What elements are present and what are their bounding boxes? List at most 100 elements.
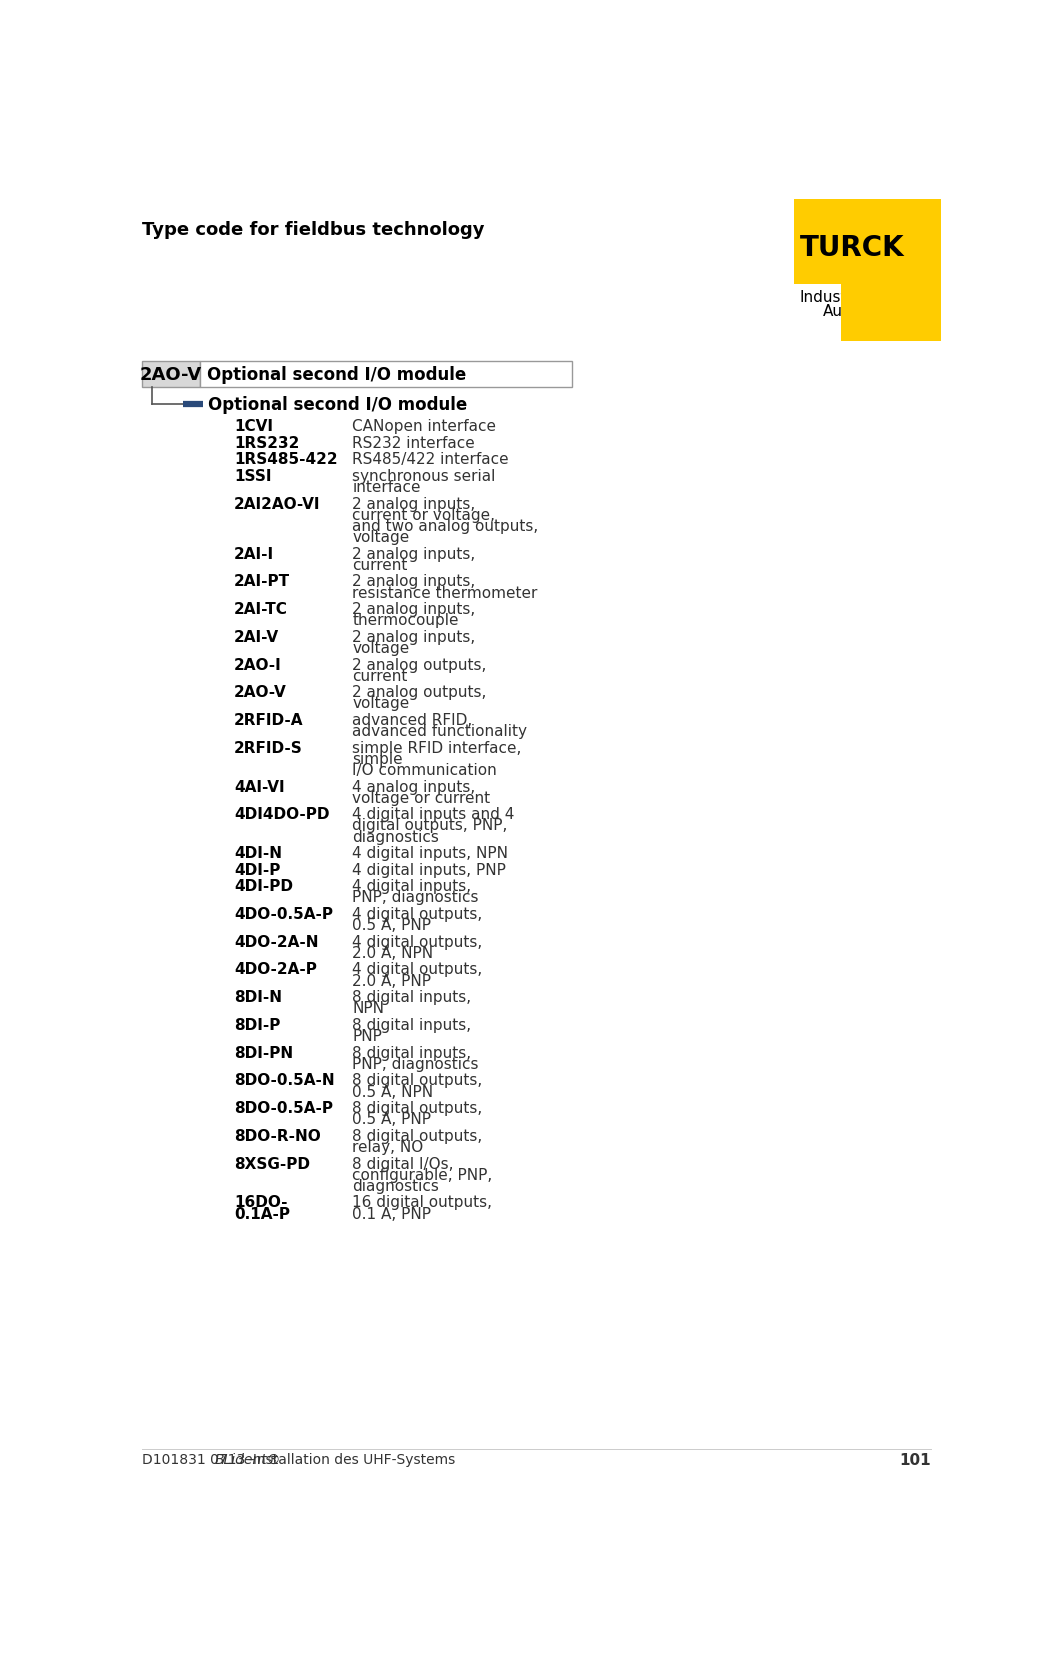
Text: 2AI-PT: 2AI-PT: [234, 574, 290, 589]
Text: 8DI-P: 8DI-P: [234, 1017, 280, 1032]
Text: 8DO-R-NO: 8DO-R-NO: [234, 1128, 320, 1143]
Text: simple: simple: [353, 752, 403, 767]
Text: simple RFID interface,: simple RFID interface,: [353, 740, 522, 755]
Bar: [794, 200, 941, 285]
Text: 0.5 A, NPN: 0.5 A, NPN: [353, 1083, 433, 1098]
Text: 2.0 A, PNP: 2.0 A, PNP: [353, 973, 431, 988]
Text: 4DO-2A-N: 4DO-2A-N: [234, 934, 318, 948]
Text: resistance thermometer: resistance thermometer: [353, 586, 538, 601]
Text: RS232 interface: RS232 interface: [353, 436, 475, 451]
Text: 8DO-0.5A-P: 8DO-0.5A-P: [234, 1100, 333, 1115]
Text: 8 digital inputs,: 8 digital inputs,: [353, 990, 472, 1005]
Text: 8 digital outputs,: 8 digital outputs,: [353, 1073, 482, 1088]
Text: voltage: voltage: [353, 641, 410, 656]
Text: 2 analog inputs,: 2 analog inputs,: [353, 546, 476, 561]
Text: BLident®: BLident®: [214, 1453, 280, 1466]
Text: 2AI-TC: 2AI-TC: [234, 602, 288, 617]
Text: 8DO-0.5A-N: 8DO-0.5A-N: [234, 1073, 335, 1088]
Text: 8 digital outputs,: 8 digital outputs,: [353, 1100, 482, 1115]
Text: thermocouple: thermocouple: [353, 612, 459, 627]
Text: 8 digital I/Os,: 8 digital I/Os,: [353, 1156, 454, 1171]
Text: 2 analog outputs,: 2 analog outputs,: [353, 657, 486, 672]
Text: 0.5 A, PNP: 0.5 A, PNP: [353, 1112, 431, 1127]
Text: 1SSI: 1SSI: [234, 469, 271, 484]
Text: Automation: Automation: [823, 303, 912, 318]
Text: diagnostics: diagnostics: [353, 829, 439, 844]
Text: 2 analog inputs,: 2 analog inputs,: [353, 496, 476, 511]
Text: 4AI-VI: 4AI-VI: [234, 779, 285, 794]
Text: 2 analog inputs,: 2 analog inputs,: [353, 574, 476, 589]
Text: 2AI-V: 2AI-V: [234, 629, 279, 644]
Text: configurable, PNP,: configurable, PNP,: [353, 1166, 493, 1181]
Text: 2 analog outputs,: 2 analog outputs,: [353, 686, 486, 701]
Text: 8XSG-PD: 8XSG-PD: [234, 1156, 310, 1171]
Text: 8 digital outputs,: 8 digital outputs,: [353, 1128, 482, 1143]
Text: I/O communication: I/O communication: [353, 762, 497, 777]
Text: 4DI4DO-PD: 4DI4DO-PD: [234, 807, 329, 822]
Text: RS485/422 interface: RS485/422 interface: [353, 453, 509, 468]
Text: relay, NO: relay, NO: [353, 1140, 424, 1155]
Text: PNP, diagnostics: PNP, diagnostics: [353, 890, 479, 905]
Text: 16 digital outputs,: 16 digital outputs,: [353, 1195, 493, 1210]
Text: D101831 0713 -: D101831 0713 -: [141, 1453, 263, 1466]
Text: 4 digital inputs and 4: 4 digital inputs and 4: [353, 807, 515, 822]
Text: CANopen interface: CANopen interface: [353, 419, 497, 434]
Text: digital outputs, PNP,: digital outputs, PNP,: [353, 819, 507, 834]
Text: NPN: NPN: [353, 1000, 384, 1015]
Text: advanced functionality: advanced functionality: [353, 724, 527, 739]
Text: 8DI-N: 8DI-N: [234, 990, 281, 1005]
Text: voltage: voltage: [353, 529, 410, 544]
Text: PNP, diagnostics: PNP, diagnostics: [353, 1057, 479, 1072]
Text: 1RS232: 1RS232: [234, 436, 299, 451]
Text: 2.0 A, NPN: 2.0 A, NPN: [353, 945, 433, 960]
Text: 2RFID-A: 2RFID-A: [234, 712, 303, 727]
Text: 4 digital outputs,: 4 digital outputs,: [353, 962, 482, 977]
Text: 4DI-PD: 4DI-PD: [234, 879, 293, 894]
Text: Optional second I/O module: Optional second I/O module: [207, 366, 465, 384]
Text: 4 digital outputs,: 4 digital outputs,: [353, 934, 482, 948]
Text: Type code for fieldbus technology: Type code for fieldbus technology: [141, 220, 484, 238]
Text: synchronous serial: synchronous serial: [353, 469, 496, 484]
Text: current or voltage,: current or voltage,: [353, 508, 496, 522]
Text: TURCK: TURCK: [799, 235, 904, 263]
Text: 2 analog inputs,: 2 analog inputs,: [353, 629, 476, 644]
Text: Optional second I/O module: Optional second I/O module: [208, 396, 468, 414]
Text: 4DO-2A-P: 4DO-2A-P: [234, 962, 317, 977]
Text: 2AI-I: 2AI-I: [234, 546, 274, 561]
Text: and two analog outputs,: and two analog outputs,: [353, 519, 539, 534]
Text: 2RFID-S: 2RFID-S: [234, 740, 302, 755]
Text: 2AO-V: 2AO-V: [234, 686, 287, 701]
Text: 4 digital inputs, PNP: 4 digital inputs, PNP: [353, 862, 506, 877]
Text: 8 digital inputs,: 8 digital inputs,: [353, 1017, 472, 1032]
Bar: [141, 361, 200, 388]
Text: 1CVI: 1CVI: [234, 419, 273, 434]
Bar: [200, 361, 572, 388]
Text: advanced RFID,: advanced RFID,: [353, 712, 473, 727]
Bar: [841, 285, 941, 343]
Text: 101: 101: [899, 1453, 931, 1468]
Text: 1RS485-422: 1RS485-422: [234, 453, 338, 468]
Text: 2 analog inputs,: 2 analog inputs,: [353, 602, 476, 617]
Text: 2AO-V: 2AO-V: [139, 366, 201, 384]
Text: 8DI-PN: 8DI-PN: [234, 1045, 293, 1060]
Text: current: current: [353, 557, 408, 572]
Text: 0.1A-P: 0.1A-P: [234, 1206, 290, 1221]
Text: Industrial: Industrial: [799, 290, 871, 305]
Text: diagnostics: diagnostics: [353, 1178, 439, 1193]
Text: interface: interface: [353, 479, 420, 494]
Text: 2AI2AO-VI: 2AI2AO-VI: [234, 496, 320, 511]
Text: 4DI-N: 4DI-N: [234, 845, 281, 860]
Text: 0.1 A, PNP: 0.1 A, PNP: [353, 1206, 431, 1221]
Text: 2AO-I: 2AO-I: [234, 657, 281, 672]
Text: 4 digital inputs,: 4 digital inputs,: [353, 879, 472, 894]
Text: -Installation des UHF-Systems: -Installation des UHF-Systems: [248, 1453, 455, 1466]
Text: current: current: [353, 669, 408, 684]
Text: 8 digital inputs,: 8 digital inputs,: [353, 1045, 472, 1060]
Text: 4DO-0.5A-P: 4DO-0.5A-P: [234, 907, 333, 922]
Text: voltage or current: voltage or current: [353, 790, 491, 805]
Text: 4 analog inputs,: 4 analog inputs,: [353, 779, 476, 794]
Text: 16DO-: 16DO-: [234, 1195, 288, 1210]
Text: PNP: PNP: [353, 1028, 382, 1043]
Text: 4 digital inputs, NPN: 4 digital inputs, NPN: [353, 845, 508, 860]
Text: 0.5 A, PNP: 0.5 A, PNP: [353, 917, 431, 932]
